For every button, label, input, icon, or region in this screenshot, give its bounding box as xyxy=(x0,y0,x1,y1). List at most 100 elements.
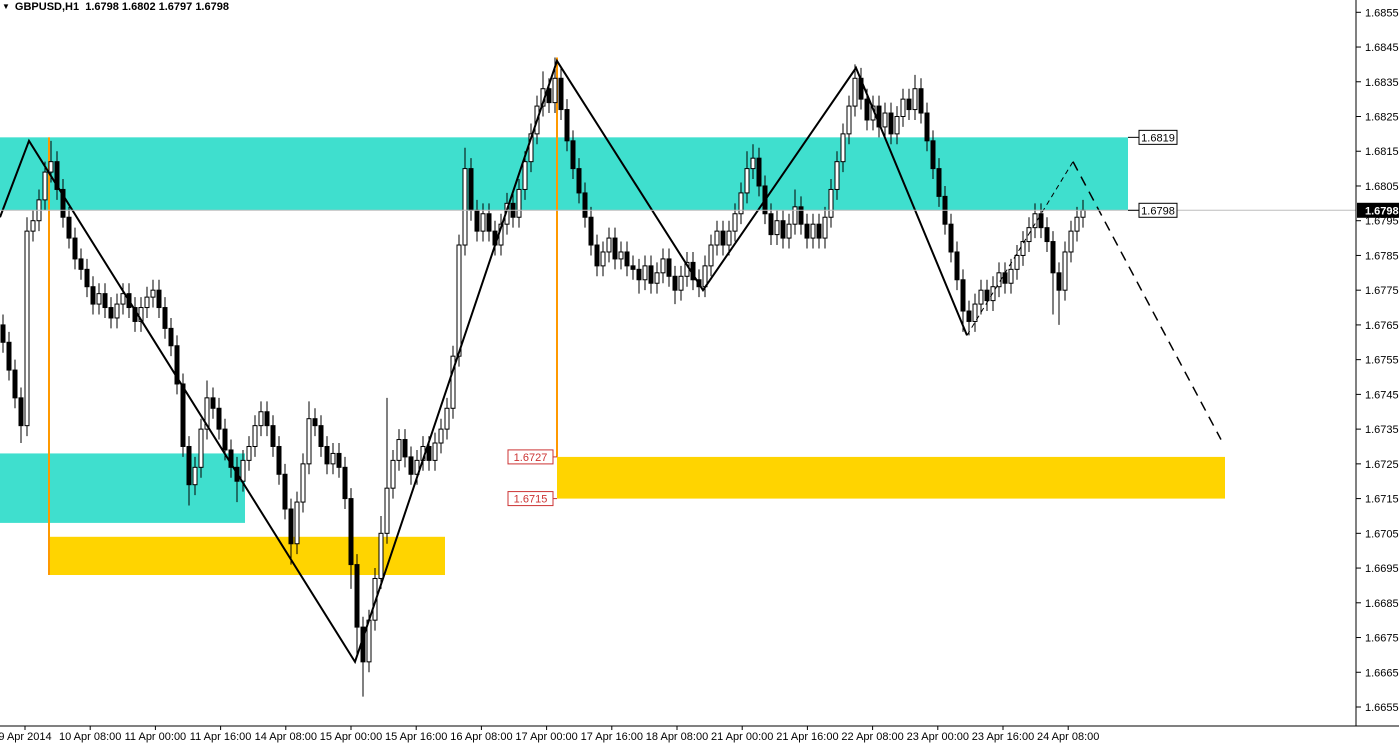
candle-body xyxy=(30,220,36,232)
candle-body xyxy=(252,425,258,447)
candle-body xyxy=(198,428,204,468)
candle-body xyxy=(1020,241,1026,256)
candle-body xyxy=(834,161,840,190)
candle-body xyxy=(258,411,264,427)
price-axis-label: 1.6815 xyxy=(1365,146,1399,158)
candle-body xyxy=(174,345,180,385)
price-axis-label: 1.6765 xyxy=(1365,320,1399,332)
candle-body xyxy=(840,133,846,163)
candle-body xyxy=(450,355,456,409)
candle-body xyxy=(342,466,348,500)
date-label: 17 Apr 00:00 xyxy=(515,731,577,743)
price-axis-label: 1.6745 xyxy=(1365,389,1399,401)
candle-body xyxy=(1056,272,1062,291)
candle-body xyxy=(24,230,30,427)
dashed-rally-line[interactable] xyxy=(966,161,1074,336)
candle-body xyxy=(816,223,822,239)
candle-body xyxy=(18,397,24,427)
candle-body xyxy=(426,445,432,461)
candle-body xyxy=(978,289,984,305)
candle-body xyxy=(804,223,810,239)
candle-body xyxy=(378,532,384,579)
triangle-marker-icon[interactable]: ▼ xyxy=(2,2,10,11)
candle-body xyxy=(648,265,654,284)
date-label: 11 Apr 00:00 xyxy=(125,731,187,743)
candle-body xyxy=(678,275,684,291)
candle-body xyxy=(852,77,858,107)
candle-body xyxy=(594,244,600,267)
candle-body xyxy=(930,140,936,170)
resistance-zone-top[interactable] xyxy=(0,137,1128,211)
candle-body xyxy=(42,171,48,201)
support-zone-right-yellow[interactable] xyxy=(557,456,1225,499)
zone-price-box[interactable] xyxy=(507,491,554,507)
candle-body xyxy=(1062,251,1068,291)
price-axis-label: 1.6695 xyxy=(1365,563,1399,575)
date-label: 18 Apr 08:00 xyxy=(646,731,708,743)
price-tag-box[interactable] xyxy=(1138,202,1178,218)
candle-body xyxy=(822,216,828,239)
price-axis-label: 1.6735 xyxy=(1365,424,1399,436)
price-axis-label: 1.6685 xyxy=(1365,598,1399,610)
candle-body xyxy=(1038,213,1044,229)
chart-title: ▼ GBPUSD,H1 1.6798 1.6802 1.6797 1.6798 xyxy=(2,1,229,13)
price-axis-label: 1.6805 xyxy=(1365,181,1399,193)
candle-body xyxy=(552,77,558,104)
candle-body xyxy=(618,251,624,260)
date-label: 24 Apr 08:00 xyxy=(1037,731,1099,743)
candle-body xyxy=(918,88,924,114)
zigzag-trend-line[interactable] xyxy=(0,58,968,665)
candle-body xyxy=(288,508,294,545)
candle-body xyxy=(1008,268,1014,284)
candle-body xyxy=(144,296,150,309)
price-tag-box[interactable] xyxy=(1138,129,1178,145)
candle-body xyxy=(180,383,186,447)
date-label: 22 Apr 08:00 xyxy=(841,731,903,743)
candle-body xyxy=(306,418,312,465)
chart-title-text: GBPUSD,H1 1.6798 1.6802 1.6797 1.6798 xyxy=(14,1,229,13)
support-zone-left-cyan[interactable] xyxy=(0,453,245,523)
candle-body xyxy=(738,192,744,215)
date-label: 21 Apr 00:00 xyxy=(711,731,773,743)
zone-price-text: 1.6727 xyxy=(514,452,548,464)
date-label: 21 Apr 16:00 xyxy=(776,731,838,743)
candle-body xyxy=(786,223,792,239)
date-label: 15 Apr 00:00 xyxy=(320,731,382,743)
candle-body xyxy=(300,463,306,503)
candle-body xyxy=(528,133,534,163)
candle-body xyxy=(120,293,126,305)
candle-body xyxy=(354,564,360,628)
price-tag-text: 1.6798 xyxy=(1141,205,1175,217)
candle-body xyxy=(102,293,108,309)
candle-body xyxy=(114,303,120,319)
candle-body xyxy=(558,77,564,111)
candle-body xyxy=(210,397,216,409)
current-price-badge-text: 1.6798 xyxy=(1365,205,1399,217)
projection-dashed-line[interactable] xyxy=(1072,161,1222,440)
candle-body xyxy=(1050,241,1056,274)
candle-body xyxy=(936,168,942,197)
candle-body xyxy=(108,307,114,319)
current-price-badge xyxy=(1357,202,1399,218)
candle-body xyxy=(192,466,198,486)
candle-body xyxy=(246,445,252,461)
candle-body xyxy=(906,98,912,111)
candle-body xyxy=(864,98,870,121)
candle-body xyxy=(312,418,318,427)
candle-body xyxy=(576,168,582,194)
candle-body xyxy=(60,188,66,218)
zone-price-text: 1.6715 xyxy=(514,494,548,506)
candle-body xyxy=(810,223,816,239)
candle-body xyxy=(948,223,954,253)
candle-body xyxy=(390,459,396,489)
candle-body xyxy=(846,105,852,135)
candle-body xyxy=(636,268,642,281)
candle-body xyxy=(1080,209,1086,218)
zone-price-box[interactable] xyxy=(507,449,554,465)
candle-body xyxy=(564,109,570,142)
candle-body xyxy=(516,188,522,218)
candle-body xyxy=(828,188,834,218)
candle-body xyxy=(90,286,96,305)
